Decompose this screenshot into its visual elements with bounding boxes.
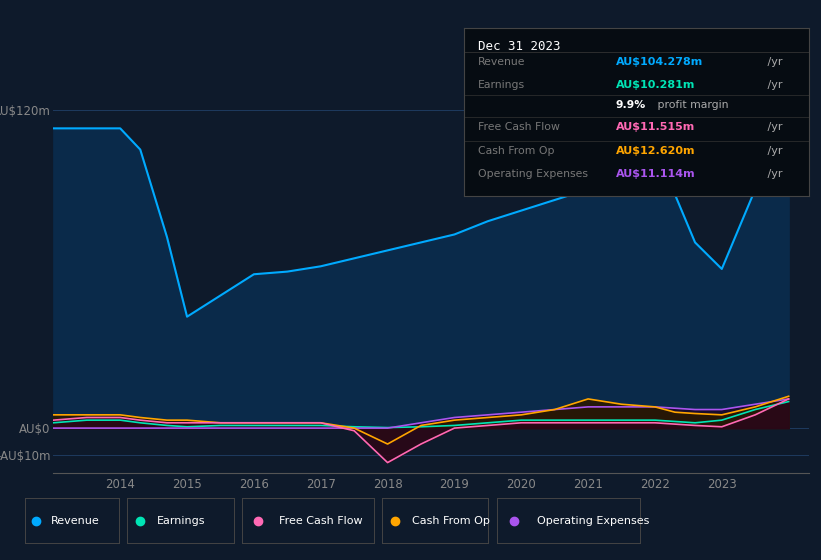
Text: AU$104.278m: AU$104.278m xyxy=(616,57,703,67)
Text: /yr: /yr xyxy=(764,169,782,179)
Text: Revenue: Revenue xyxy=(478,57,525,67)
Text: Operating Expenses: Operating Expenses xyxy=(478,169,588,179)
Text: /yr: /yr xyxy=(764,122,782,132)
Text: /yr: /yr xyxy=(764,57,782,67)
Text: AU$12.620m: AU$12.620m xyxy=(616,146,695,156)
Text: 9.9%: 9.9% xyxy=(616,100,646,110)
Text: profit margin: profit margin xyxy=(654,100,728,110)
Text: AU$11.515m: AU$11.515m xyxy=(616,122,695,132)
Text: /yr: /yr xyxy=(764,146,782,156)
Text: Operating Expenses: Operating Expenses xyxy=(537,516,649,526)
Text: AU$10.281m: AU$10.281m xyxy=(616,80,695,90)
Text: Free Cash Flow: Free Cash Flow xyxy=(279,516,363,526)
Text: Earnings: Earnings xyxy=(157,516,205,526)
Text: Revenue: Revenue xyxy=(51,516,100,526)
Text: Free Cash Flow: Free Cash Flow xyxy=(478,122,560,132)
Text: AU$11.114m: AU$11.114m xyxy=(616,169,695,179)
Text: Dec 31 2023: Dec 31 2023 xyxy=(478,40,560,53)
Text: Earnings: Earnings xyxy=(478,80,525,90)
Text: Cash From Op: Cash From Op xyxy=(478,146,554,156)
Text: Cash From Op: Cash From Op xyxy=(411,516,489,526)
Text: /yr: /yr xyxy=(764,80,782,90)
